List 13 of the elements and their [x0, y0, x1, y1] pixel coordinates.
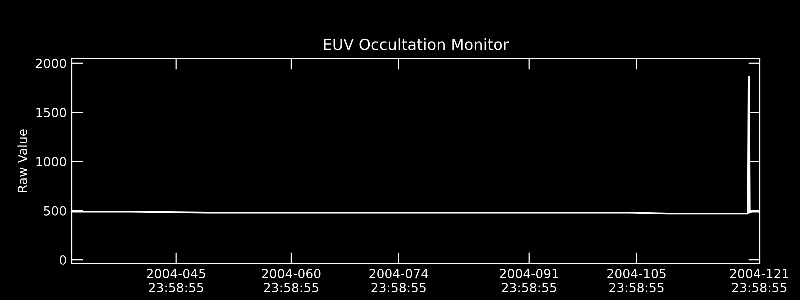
x-tick-label: 2004-060 23:58:55 [262, 269, 321, 293]
y-axis-title: Raw Value [18, 130, 28, 192]
x-tick-label: 2004-105 23:58:55 [608, 269, 666, 293]
y-tick-label: 2000 [36, 58, 66, 68]
x-tick-label: 2004-091 23:58:55 [500, 269, 558, 293]
x-tick-label: 2004-074 23:58:55 [370, 269, 428, 293]
x-tick-label: 2004-045 23:58:55 [147, 269, 206, 293]
y-tick-label: 1500 [36, 108, 66, 118]
y-tick-label: 500 [44, 206, 66, 216]
y-tick-label: 1000 [36, 157, 66, 167]
x-tick-label: 2004-121 23:58:55 [730, 269, 789, 293]
y-tick-label: 0 [60, 256, 66, 265]
chart-title: EUV Occultation Monitor [324, 38, 510, 50]
